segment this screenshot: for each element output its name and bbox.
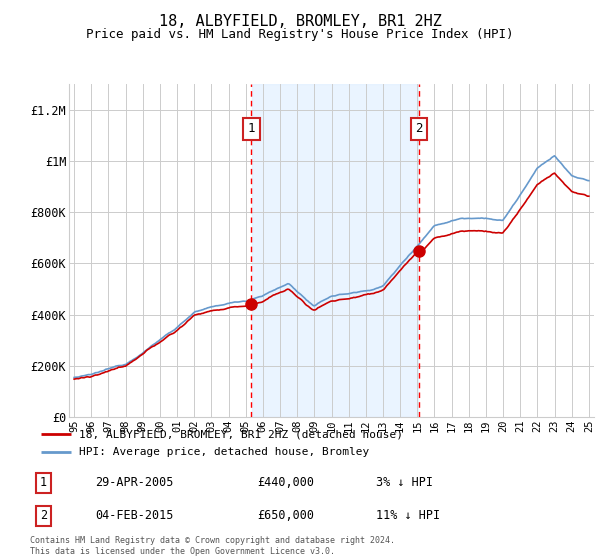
Text: 2: 2 bbox=[415, 123, 422, 136]
Text: HPI: Average price, detached house, Bromley: HPI: Average price, detached house, Brom… bbox=[79, 447, 369, 458]
Text: £440,000: £440,000 bbox=[257, 477, 314, 489]
Text: 18, ALBYFIELD, BROMLEY, BR1 2HZ: 18, ALBYFIELD, BROMLEY, BR1 2HZ bbox=[158, 14, 442, 29]
Text: £650,000: £650,000 bbox=[257, 509, 314, 522]
Text: 2: 2 bbox=[40, 509, 47, 522]
Text: 18, ALBYFIELD, BROMLEY, BR1 2HZ (detached house): 18, ALBYFIELD, BROMLEY, BR1 2HZ (detache… bbox=[79, 429, 403, 439]
Text: Contains HM Land Registry data © Crown copyright and database right 2024.
This d: Contains HM Land Registry data © Crown c… bbox=[30, 536, 395, 556]
Text: 1: 1 bbox=[40, 477, 47, 489]
Text: 04-FEB-2015: 04-FEB-2015 bbox=[95, 509, 173, 522]
Text: 29-APR-2005: 29-APR-2005 bbox=[95, 477, 173, 489]
Text: 11% ↓ HPI: 11% ↓ HPI bbox=[376, 509, 440, 522]
Text: 1: 1 bbox=[248, 123, 255, 136]
Text: Price paid vs. HM Land Registry's House Price Index (HPI): Price paid vs. HM Land Registry's House … bbox=[86, 28, 514, 41]
Text: 3% ↓ HPI: 3% ↓ HPI bbox=[376, 477, 433, 489]
